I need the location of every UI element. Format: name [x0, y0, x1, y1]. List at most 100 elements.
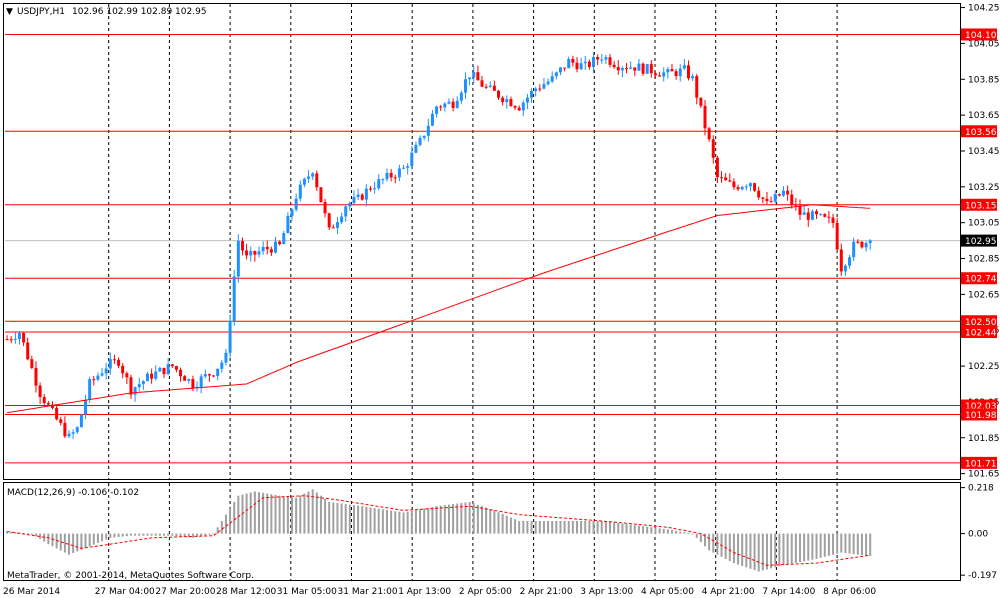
macd-bar [311, 489, 314, 534]
candle-body [154, 371, 158, 379]
macd-bar [142, 533, 145, 536]
candle-body [777, 194, 781, 196]
candle-body [422, 135, 426, 138]
macd-bar [592, 520, 595, 534]
candle-body [174, 366, 178, 370]
candle-body [92, 379, 96, 381]
candle-body [26, 342, 30, 360]
candle-body [187, 379, 191, 381]
macd-bar [807, 533, 810, 561]
candle-body [666, 69, 670, 73]
macd-bar [815, 533, 818, 559]
macd-bar [340, 503, 343, 534]
candle-body [554, 72, 558, 77]
candle-body [550, 76, 554, 82]
dropdown-arrow-icon[interactable]: ▼ [6, 7, 13, 17]
macd-bar [447, 504, 450, 534]
candle-body [335, 222, 339, 228]
candle-body [46, 403, 50, 405]
macd-bar [117, 533, 120, 537]
candle-body [761, 197, 765, 199]
macd-bar [26, 533, 29, 535]
candle-body [765, 198, 769, 202]
price-tick-label: 101.85 [968, 434, 1000, 444]
symbol-label: USDJPY,H1 [17, 7, 65, 17]
candle-body [22, 332, 26, 343]
candle-body [108, 359, 112, 369]
macd-bar [790, 533, 793, 564]
macd-bar [621, 523, 624, 534]
macd-bar [249, 492, 252, 534]
candle-body [699, 97, 703, 106]
current-price-label-group: 102.95 [961, 234, 997, 247]
candle-body [203, 374, 207, 377]
candle-body [286, 215, 290, 234]
candle-body [278, 241, 282, 245]
candle-body [224, 352, 228, 363]
candle-body [294, 198, 298, 210]
macd-bar [551, 520, 554, 534]
candle-body [715, 157, 719, 178]
candle-body [686, 65, 690, 79]
candle-body [629, 67, 633, 69]
macd-bar [427, 507, 430, 534]
candle-body [75, 427, 79, 433]
macd-bar [695, 533, 698, 538]
level-badge [961, 125, 997, 138]
macd-bar [468, 501, 471, 534]
candle-body [220, 362, 224, 369]
macd-bar [633, 525, 636, 534]
macd-bar [419, 509, 422, 534]
level-label: 102.50 [965, 318, 997, 328]
macd-bar [642, 526, 645, 534]
candle-body [815, 211, 819, 215]
macd-bar [245, 493, 248, 534]
candle-body [59, 419, 63, 423]
candle-body [753, 183, 757, 191]
candle-body [88, 379, 92, 400]
candle-body [447, 101, 451, 104]
macd-bar [212, 533, 215, 535]
macd-bar [332, 502, 335, 534]
time-tick-label: 7 Apr 14:00 [762, 587, 815, 597]
candle-body [794, 204, 798, 206]
macd-bar [757, 533, 760, 572]
candlesticks [5, 52, 872, 440]
candle-body [736, 187, 740, 190]
candle-body [711, 139, 715, 158]
level-label: 103.56 [965, 128, 997, 138]
candle-body [17, 332, 21, 339]
candle-body [84, 399, 88, 415]
candle-body [141, 381, 145, 385]
candle-body [373, 188, 377, 190]
macd-bar [328, 501, 331, 534]
candle-body [641, 63, 645, 74]
macd-bar [505, 515, 508, 534]
macd-bar [295, 497, 298, 534]
macd-bar [547, 520, 550, 534]
candle-body [55, 407, 59, 420]
candle-body [501, 97, 505, 102]
candle-body [121, 365, 125, 374]
macd-bar [134, 533, 137, 536]
macd-bar [183, 533, 186, 537]
candle-body [856, 241, 860, 243]
price-tick-label: 104.05 [968, 39, 1000, 49]
price-tick-label: 103.85 [968, 75, 1000, 85]
time-tick-label: 8 Apr 06:00 [823, 587, 876, 597]
macd-bar [485, 507, 488, 534]
candle-body [50, 404, 54, 408]
macd-bar [852, 533, 855, 555]
candle-body [269, 249, 273, 253]
candle-body [212, 375, 216, 377]
candle-body [257, 251, 261, 255]
macd-bar [637, 525, 640, 534]
candle-body [162, 367, 166, 375]
copyright-text: MetaTrader, © 2001-2014, MetaQuotes Soft… [7, 571, 254, 581]
macd-bar [782, 533, 785, 566]
candle-body [236, 241, 240, 277]
macd-bar [691, 533, 694, 535]
macd-bar [105, 533, 108, 540]
